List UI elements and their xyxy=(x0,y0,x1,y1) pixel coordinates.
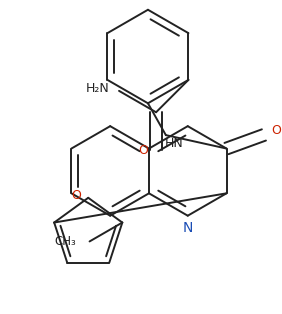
Text: O: O xyxy=(271,124,281,138)
Text: N: N xyxy=(182,221,193,235)
Text: HN: HN xyxy=(164,137,183,149)
Text: CH₃: CH₃ xyxy=(54,235,76,248)
Text: O: O xyxy=(138,143,148,157)
Text: H₂N: H₂N xyxy=(85,82,109,95)
Text: O: O xyxy=(71,189,81,202)
